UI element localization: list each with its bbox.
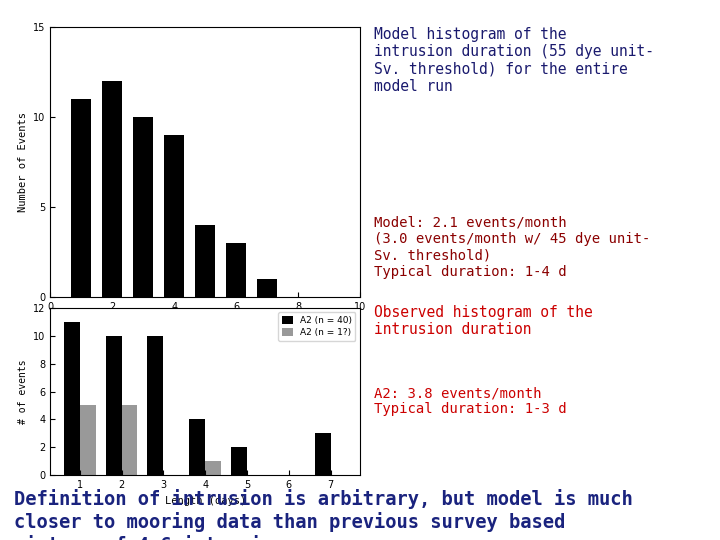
- Bar: [71, 99, 91, 297]
- Bar: [102, 81, 122, 297]
- Bar: [133, 117, 153, 297]
- Bar: [164, 135, 184, 297]
- Text: Model histogram of the
intrusion duration (55 dye unit-
Sv. threshold) for the e: Model histogram of the intrusion duratio…: [374, 27, 654, 94]
- Bar: [205, 461, 221, 475]
- Bar: [226, 243, 246, 297]
- Text: Observed histogram of the
intrusion duration: Observed histogram of the intrusion dura…: [374, 305, 593, 338]
- Text: Model: 2.1 events/month
(3.0 events/month w/ 45 dye unit-
Sv. threshold)
Typical: Model: 2.1 events/month (3.0 events/mont…: [374, 216, 651, 279]
- X-axis label: Length (days): Length (days): [165, 318, 246, 327]
- Bar: [64, 322, 80, 475]
- Text: Definition of intrusion is arbitrary, but model is much
closer to mooring data t: Definition of intrusion is arbitrary, bu…: [14, 489, 633, 540]
- Bar: [315, 433, 330, 475]
- Bar: [195, 225, 215, 297]
- Bar: [189, 420, 205, 475]
- X-axis label: Length (days): Length (days): [165, 496, 246, 505]
- Bar: [122, 406, 138, 475]
- Bar: [148, 336, 163, 475]
- Text: A2: 3.8 events/month
Typical duration: 1-3 d: A2: 3.8 events/month Typical duration: 1…: [374, 386, 567, 416]
- Bar: [231, 447, 247, 475]
- Legend: A2 (n = 40), A2 (n = 1?): A2 (n = 40), A2 (n = 1?): [278, 312, 356, 341]
- Bar: [106, 336, 122, 475]
- Bar: [80, 406, 96, 475]
- Y-axis label: Number of Events: Number of Events: [17, 112, 27, 212]
- Bar: [257, 279, 277, 297]
- Y-axis label: # of events: # of events: [17, 359, 27, 424]
